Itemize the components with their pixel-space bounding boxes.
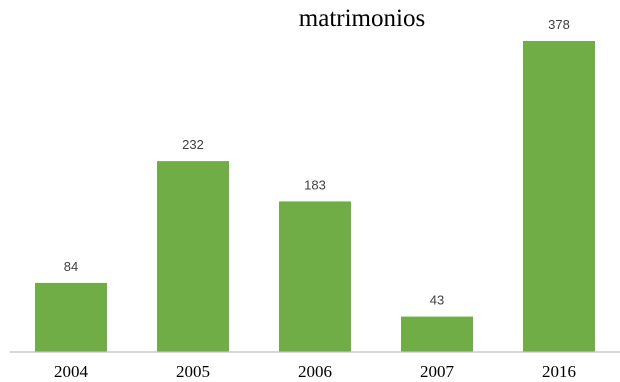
bar-2006	[279, 201, 351, 352]
x-tick-label-2006: 2006	[298, 362, 332, 381]
x-tick-label-2016: 2016	[542, 362, 576, 381]
data-label-2016: 378	[548, 17, 570, 32]
x-tick-label-2005: 2005	[176, 362, 210, 381]
data-label-2006: 183	[304, 177, 326, 192]
data-label-2005: 232	[182, 137, 204, 152]
data-label-2004: 84	[64, 259, 78, 274]
bar-2007	[401, 316, 473, 352]
bar-2004	[35, 282, 107, 352]
bar-2016	[523, 41, 595, 352]
x-tick-labels-group: 2004 2005 2006 2007 2016	[54, 362, 576, 381]
data-label-2007: 43	[430, 293, 444, 308]
bar-2005	[157, 161, 229, 352]
bars-group	[35, 41, 595, 352]
x-tick-label-2004: 2004	[54, 362, 89, 381]
data-labels-group: 84 232 183 43 378	[64, 17, 570, 308]
x-tick-label-2007: 2007	[420, 362, 455, 381]
chart-title: matrimonios	[299, 5, 425, 32]
